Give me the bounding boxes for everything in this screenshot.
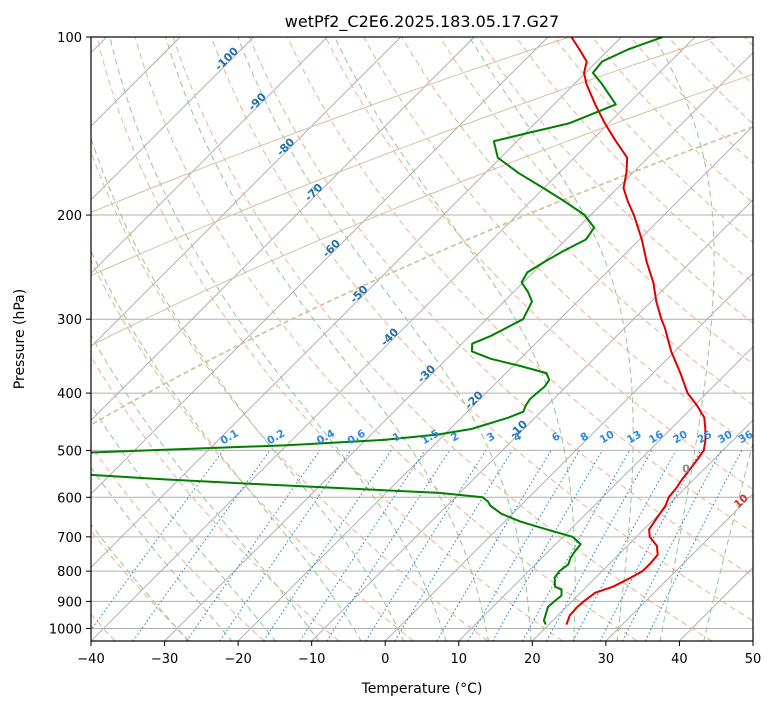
y-tick-label: 500 xyxy=(57,444,82,459)
y-tick-label: 300 xyxy=(57,313,82,328)
x-tick-label: −40 xyxy=(77,652,104,667)
y-tick-label: 900 xyxy=(57,595,82,610)
x-tick-label: 10 xyxy=(451,652,468,667)
x-axis-label: Temperature (°C) xyxy=(361,681,483,697)
y-tick-label: 1000 xyxy=(49,622,82,637)
x-tick-label: 30 xyxy=(598,652,615,667)
y-tick-label: 200 xyxy=(57,209,82,224)
x-tick-label: 0 xyxy=(381,652,389,667)
x-tick-label: 40 xyxy=(671,652,688,667)
y-tick-label: 800 xyxy=(57,565,82,580)
x-tick-label: −10 xyxy=(298,652,325,667)
x-tick-label: 50 xyxy=(745,652,762,667)
y-axis-label: Pressure (hPa) xyxy=(12,289,28,389)
x-tick-label: −30 xyxy=(151,652,178,667)
x-tick-label: −20 xyxy=(224,652,251,667)
chart-title: wetPf2_C2E6.2025.183.05.17.G27 xyxy=(285,12,559,32)
y-tick-label: 400 xyxy=(57,387,82,402)
x-tick-label: 20 xyxy=(524,652,541,667)
y-tick-label: 600 xyxy=(57,491,82,506)
y-tick-label: 100 xyxy=(57,31,82,46)
zero-isotherm-label: 0 xyxy=(682,463,690,476)
y-tick-label: 700 xyxy=(57,531,82,546)
